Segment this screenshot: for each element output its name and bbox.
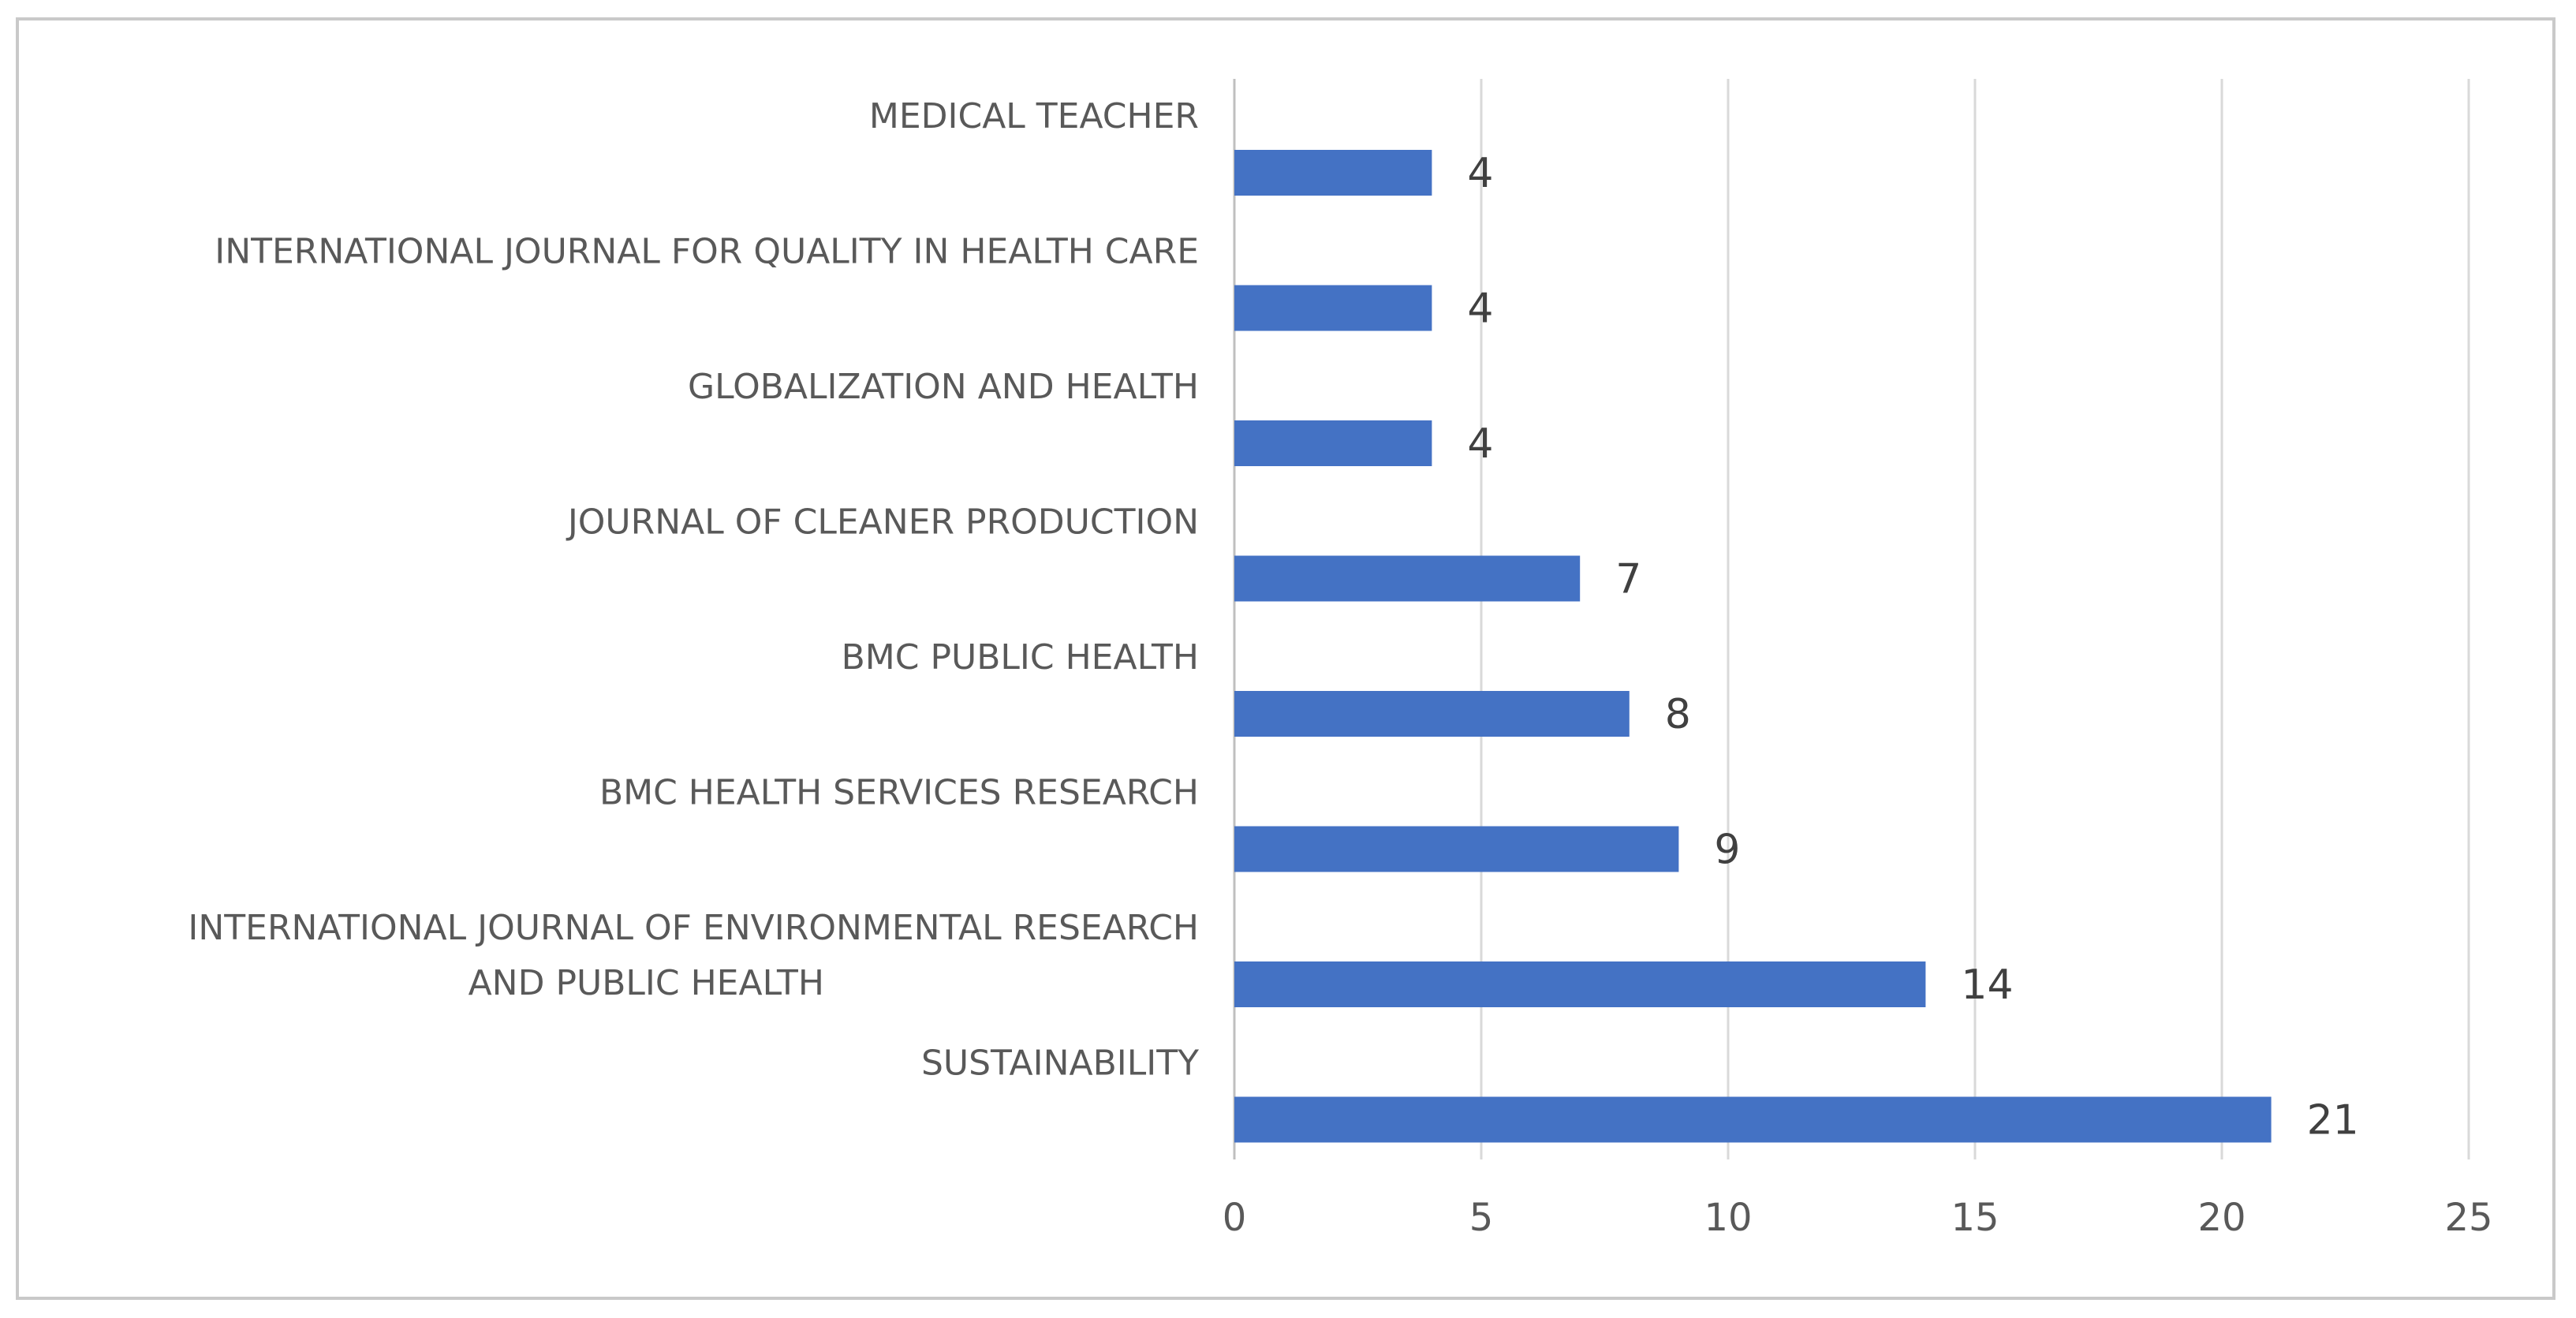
x-tick-label: 0: [1223, 1196, 1247, 1240]
bar: [1234, 961, 1926, 1007]
data-label: 9: [1714, 827, 1740, 874]
x-tick-label: 10: [1704, 1196, 1752, 1240]
data-label: 4: [1467, 150, 1493, 197]
x-tick-label: 15: [1951, 1196, 1999, 1240]
x-tick-label: 5: [1469, 1196, 1494, 1240]
bar: [1234, 691, 1630, 737]
data-label: 8: [1665, 691, 1691, 738]
category-label: SUSTAINABILITY: [921, 1044, 1199, 1084]
bar: [1234, 1096, 2272, 1143]
category-label: MEDICAL TEACHER: [869, 96, 1199, 136]
bar: [1234, 150, 1432, 196]
label-layer: MEDICAL TEACHER 4 INTERNATIONAL JOURNAL FO…: [188, 96, 2358, 1144]
category-label: GLOBALIZATION AND HEALTH: [688, 367, 1199, 407]
bar: [1234, 826, 1679, 872]
category-label: INTERNATIONAL JOURNAL FOR QUALITY IN HEA…: [215, 232, 1199, 272]
x-tick-label: 25: [2444, 1196, 2492, 1240]
category-label-line2: AND PUBLIC HEALTH: [469, 963, 824, 1003]
bar: [1234, 285, 1432, 331]
x-tick-label: 20: [2197, 1196, 2246, 1240]
data-label: 4: [1467, 286, 1493, 333]
category-label: BMC HEALTH SERVICES RESEARCH: [599, 773, 1199, 813]
data-label: 4: [1467, 420, 1493, 468]
bar: [1234, 555, 1581, 602]
category-label: INTERNATIONAL JOURNAL OF ENVIRONMENTAL R…: [188, 908, 1199, 948]
bar: [1234, 420, 1432, 466]
x-axis-ticks: 0 5 10 15 20 25: [1223, 1196, 2493, 1240]
category-label: BMC PUBLIC HEALTH: [842, 637, 1199, 678]
chart-frame: [16, 17, 2555, 1300]
bar-layer: [1234, 150, 2272, 1143]
data-label: 21: [2307, 1097, 2359, 1144]
data-label: 7: [1615, 556, 1641, 603]
category-label: JOURNAL OF CLEANER PRODUCTION: [566, 502, 1199, 543]
data-label: 14: [1961, 961, 2013, 1009]
